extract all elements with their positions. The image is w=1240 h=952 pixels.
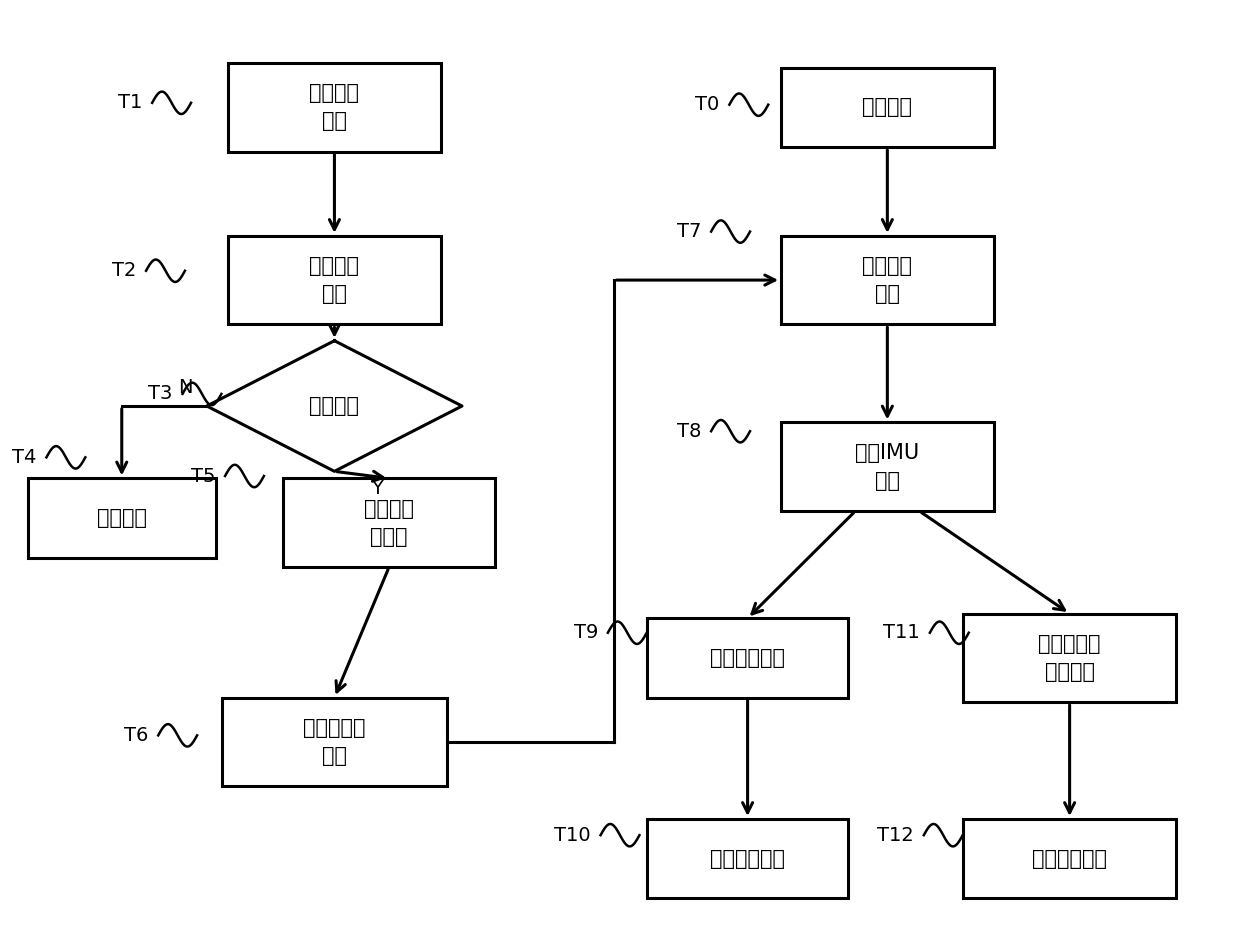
FancyBboxPatch shape: [647, 618, 848, 698]
Text: 路径规划输出: 路径规划输出: [711, 848, 785, 868]
Text: 配置传感
器参数: 配置传感 器参数: [365, 499, 414, 546]
FancyBboxPatch shape: [781, 236, 993, 325]
FancyBboxPatch shape: [963, 819, 1176, 898]
Text: 定位信息输出: 定位信息输出: [1032, 848, 1107, 868]
FancyBboxPatch shape: [963, 614, 1176, 703]
Text: 读取配置
文件: 读取配置 文件: [310, 256, 360, 304]
Text: T7: T7: [677, 222, 702, 241]
Text: T8: T8: [677, 422, 702, 441]
FancyBboxPatch shape: [228, 63, 440, 151]
Text: 错误报告: 错误报告: [97, 508, 146, 528]
Text: 实时建立地图: 实时建立地图: [711, 648, 785, 668]
Text: T9: T9: [574, 624, 598, 643]
FancyBboxPatch shape: [283, 478, 496, 567]
Text: 位姿计算实
时及定位: 位姿计算实 时及定位: [1038, 634, 1101, 682]
Text: 接收导航
数据: 接收导航 数据: [862, 256, 913, 304]
Text: 读取成功: 读取成功: [310, 396, 360, 416]
FancyBboxPatch shape: [781, 423, 993, 511]
Text: T11: T11: [883, 624, 920, 643]
Text: T12: T12: [878, 825, 914, 844]
Text: T1: T1: [118, 93, 143, 112]
Text: N: N: [177, 378, 192, 397]
Text: T5: T5: [191, 466, 216, 486]
Text: 数据采集
进程: 数据采集 进程: [310, 84, 360, 131]
Text: T6: T6: [124, 725, 149, 744]
FancyBboxPatch shape: [222, 698, 446, 786]
FancyBboxPatch shape: [781, 68, 993, 148]
FancyBboxPatch shape: [228, 236, 440, 325]
Text: 读取并发送
数据: 读取并发送 数据: [303, 718, 366, 766]
Text: T10: T10: [554, 825, 590, 844]
Text: T4: T4: [12, 447, 37, 466]
Text: 导航进程: 导航进程: [862, 97, 913, 117]
Text: T0: T0: [696, 95, 719, 114]
Text: Y: Y: [371, 479, 383, 498]
Text: T3: T3: [149, 385, 172, 404]
Text: T2: T2: [112, 261, 136, 280]
FancyBboxPatch shape: [647, 819, 848, 898]
FancyBboxPatch shape: [27, 478, 216, 558]
Text: 读取IMU
数据: 读取IMU 数据: [856, 443, 920, 490]
